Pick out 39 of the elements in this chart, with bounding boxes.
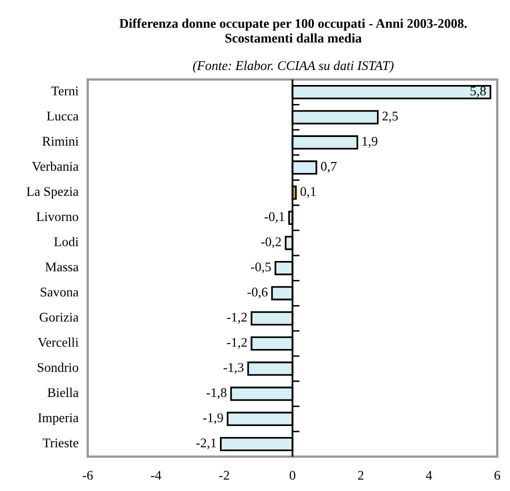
data-label: 5,8 bbox=[470, 86, 486, 98]
data-label: 0,1 bbox=[300, 187, 316, 198]
y-tick-label: Gorizia bbox=[40, 312, 79, 322]
data-label: -1,2 bbox=[227, 312, 247, 324]
x-tick-label: 2 bbox=[358, 470, 364, 480]
y-tick-label: Lucca bbox=[46, 112, 79, 121]
data-label: -2,1 bbox=[196, 438, 216, 450]
data-label: -1,8 bbox=[206, 388, 226, 399]
y-tick-label: Verbania bbox=[32, 162, 79, 171]
y-tick-label: Sondrio bbox=[38, 362, 78, 372]
y-tick-label: La Spezia bbox=[26, 187, 79, 199]
data-label: -0,6 bbox=[248, 288, 268, 298]
data-label: 0,7 bbox=[320, 162, 337, 173]
chart-title: Differenza donne occupate per 100 occupati - Anni 2003-2008. Scostamenti dalla media bbox=[119, 18, 467, 43]
x-tick-label: 4 bbox=[426, 470, 432, 480]
y-tick-label: Imperia bbox=[38, 413, 79, 425]
y-tick-label: Savona bbox=[40, 288, 79, 297]
data-label: -0,2 bbox=[261, 237, 281, 248]
x-tick-label: -2 bbox=[219, 470, 229, 480]
chart-subtitle: (Fonte: Elabor. CCIAA su dati ISTAT) bbox=[193, 60, 394, 73]
x-tick-label: 6 bbox=[494, 470, 500, 480]
y-tick-label: Rimini bbox=[42, 136, 78, 146]
y-tick-label: Vercelli bbox=[38, 338, 78, 347]
data-label: 1,9 bbox=[362, 136, 378, 148]
y-tick-label: Trieste bbox=[42, 438, 78, 448]
x-tick-label: 0 bbox=[290, 470, 296, 480]
y-tick-label: Terni bbox=[51, 86, 78, 96]
y-tick-label: Livorno bbox=[36, 212, 78, 222]
data-label: 2,5 bbox=[382, 112, 398, 122]
x-tick-label: -4 bbox=[150, 470, 162, 480]
data-label: -0,1 bbox=[264, 212, 284, 224]
data-label: -1,3 bbox=[224, 363, 244, 374]
y-tick-label: Massa bbox=[45, 262, 79, 272]
data-label: -1,2 bbox=[227, 338, 247, 349]
data-label: -1,9 bbox=[203, 413, 224, 424]
x-tick-label: -6 bbox=[82, 470, 93, 480]
y-tick-label: Lodi bbox=[54, 236, 78, 246]
data-label: -0,5 bbox=[250, 262, 271, 274]
y-tick-label: Biella bbox=[48, 388, 79, 398]
